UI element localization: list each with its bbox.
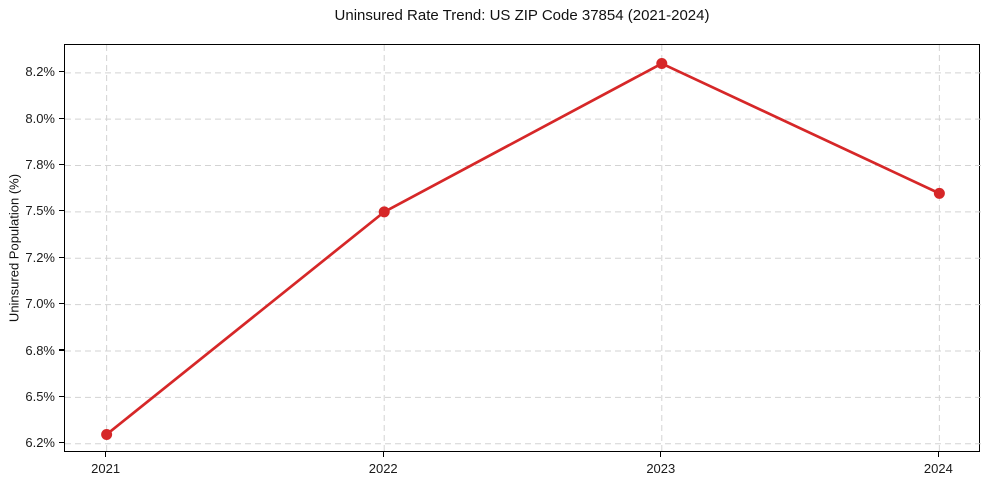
y-tick-label: 7.5% [25, 203, 55, 219]
x-tick-label: 2021 [91, 461, 121, 476]
y-tick-mark [59, 395, 64, 397]
x-tick-mark [660, 452, 662, 457]
y-tick-mark [59, 256, 64, 258]
chart-title: Uninsured Rate Trend: US ZIP Code 37854 … [334, 7, 710, 24]
x-tick-label: 2023 [646, 461, 676, 476]
y-tick-mark [59, 303, 64, 305]
y-tick-label: 6.8% [25, 342, 55, 358]
data-point [378, 206, 390, 218]
y-tick-label: 7.2% [25, 249, 55, 265]
y-tick-mark [59, 442, 64, 444]
data-point [656, 58, 668, 70]
y-tick-mark [59, 349, 64, 351]
y-tick-label: 7.8% [25, 157, 55, 173]
y-tick-label: 7.0% [25, 296, 55, 312]
y-tick-mark [59, 117, 64, 119]
chart-canvas [65, 45, 981, 453]
y-tick-label: 6.2% [25, 435, 55, 451]
y-tick-label: 8.0% [25, 110, 55, 126]
y-tick-label: 6.5% [25, 388, 55, 404]
data-line [105, 62, 940, 436]
x-tick-mark [937, 452, 939, 457]
plot-area [64, 44, 981, 453]
x-tick-mark [382, 452, 384, 457]
x-tick-mark [105, 452, 107, 457]
y-tick-mark [59, 71, 64, 73]
x-tick-label: 2022 [368, 461, 398, 476]
data-point [101, 428, 113, 440]
x-tick-label: 2024 [923, 461, 953, 476]
data-point [933, 187, 945, 199]
y-tick-label: 8.2% [25, 64, 55, 80]
y-tick-mark [59, 210, 64, 212]
y-tick-mark [59, 163, 64, 166]
